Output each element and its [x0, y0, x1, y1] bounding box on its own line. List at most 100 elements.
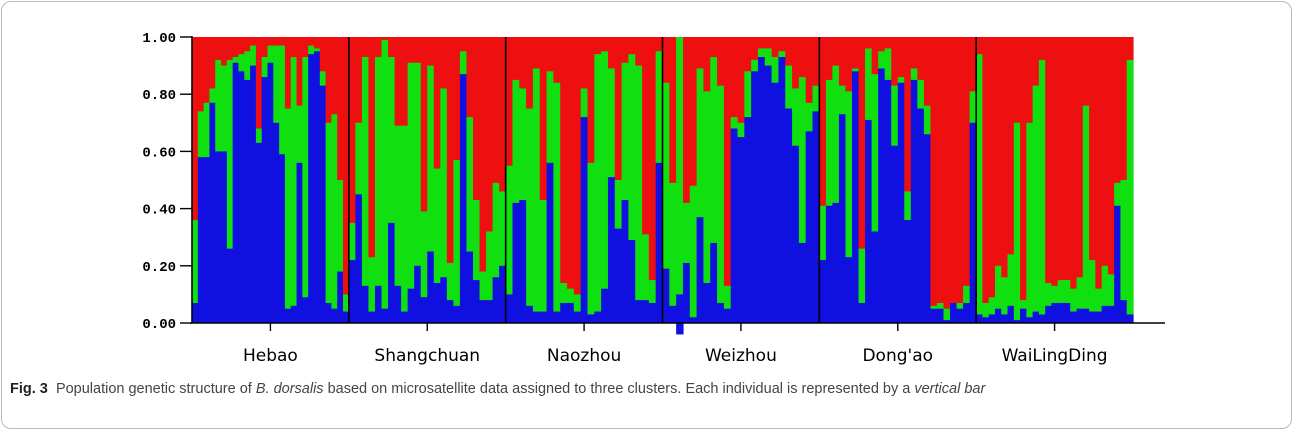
bar-segment-blue [1013, 320, 1021, 323]
bar-segment-blue [401, 311, 409, 323]
bar-segment-blue [884, 79, 892, 324]
bar-segment-blue [812, 111, 820, 323]
bar-segment-blue [567, 302, 575, 323]
bar-segment-red [192, 37, 199, 221]
bar-segment-green [628, 54, 636, 241]
bar-segment-green [730, 117, 739, 130]
bar-segment-red [197, 37, 205, 112]
population-label: Hebao [243, 346, 298, 366]
bar-segment-red [884, 37, 892, 49]
bar-segment-green [744, 71, 752, 118]
bar-segment-green [1076, 277, 1084, 310]
bar-segment-blue [394, 285, 402, 323]
bar-segment-red [302, 37, 309, 58]
bar-segment-red [628, 37, 636, 55]
bar-segment-green [273, 45, 280, 124]
bar-segment-red [1126, 37, 1134, 61]
bar-segment-green [261, 57, 269, 78]
bar-segment-green [1007, 254, 1015, 307]
bar-segment-red [910, 37, 918, 69]
bar-segment-green [1070, 288, 1078, 313]
bar-segment-green [1045, 282, 1053, 307]
population-label: Dong'ao [862, 346, 933, 366]
bar-segment-green [717, 85, 725, 304]
bar-segment-blue [910, 79, 918, 324]
bar-segment-red [337, 37, 344, 181]
bar-segment-red [505, 37, 514, 167]
bar-segment-green [1057, 280, 1065, 304]
bar-segment-blue [655, 162, 664, 323]
bar-segment-blue [923, 134, 932, 323]
bar-segment-blue [560, 302, 568, 323]
bar-segment-blue [499, 265, 507, 323]
bar-segment-blue [492, 277, 500, 323]
caption-text-middle: based on microsatellite data assigned to… [323, 381, 915, 397]
bar-segment-blue [956, 308, 964, 323]
population-dividers [348, 37, 977, 323]
bar-segment-blue [607, 177, 616, 323]
bar-segment-green [778, 51, 786, 58]
bar-segment-green [891, 85, 899, 147]
bar-segment-green [1095, 288, 1103, 313]
bar-segment-red [519, 37, 527, 89]
bar-segment-blue [703, 282, 711, 323]
bar-segment-red [923, 37, 932, 107]
bar-segment-green [526, 108, 534, 307]
bar-segment-blue [459, 74, 468, 324]
bar-segment-blue [1126, 314, 1134, 323]
bar-segment-green [414, 62, 422, 267]
bar-segment-green [486, 231, 494, 301]
bar-segment-red [710, 37, 718, 58]
bar-segment-blue [858, 302, 866, 323]
bar-segment-green [192, 220, 199, 304]
bar-segment-blue [279, 154, 286, 323]
bar-segment-green [420, 211, 428, 298]
bar-segment-red [594, 37, 602, 55]
bar-segment-green [635, 65, 643, 301]
bar-segment-blue [904, 220, 912, 323]
bar-segment-blue [313, 51, 321, 324]
bar-segment-blue [261, 77, 269, 323]
bar-segment-green [203, 102, 211, 158]
bar-segment-green [792, 88, 800, 147]
bar-segment-green [343, 294, 350, 313]
bar-segment-blue [192, 302, 199, 323]
bar-segment-green [737, 122, 745, 138]
bar-segment-green [963, 285, 971, 304]
bar-segment-green [969, 91, 977, 124]
bar-segment-red [573, 37, 582, 295]
bar-segment-red [290, 37, 298, 58]
bar-segment-red [368, 37, 376, 258]
bar-segment-blue [717, 302, 725, 323]
bar-segment-red [904, 37, 912, 192]
bar-segment-blue [757, 57, 766, 324]
bar-segment-green [587, 162, 595, 315]
bar-segment-blue [832, 202, 840, 323]
bar-segment-blue [539, 311, 548, 323]
bar-segment-red [1082, 37, 1090, 107]
bar-segment-red [858, 37, 866, 250]
bar-segment-blue [930, 308, 938, 323]
bar-segment-green [539, 200, 548, 313]
bar-segment-red [355, 37, 363, 124]
bar-segment-green [621, 62, 630, 201]
bar-segment-green [381, 39, 389, 310]
bar-segment-red [969, 37, 977, 92]
bar-segment-green [703, 91, 711, 284]
y-tick-label: 0.40 [142, 203, 176, 219]
bar-segment-red [361, 37, 370, 58]
bar-segment-blue [982, 317, 990, 323]
bar-segment-green [479, 271, 487, 301]
bar-segment-red [1120, 37, 1128, 181]
bar-segment-blue [221, 151, 228, 323]
bar-segment-blue [1032, 311, 1040, 323]
bar-segment-red [852, 37, 860, 69]
bar-segment-red [845, 37, 853, 92]
bar-segment-green [466, 117, 474, 252]
bar-segment-blue [1070, 311, 1078, 323]
bar-segment-blue [669, 305, 677, 323]
bar-segment-green [1051, 285, 1059, 304]
bar-segment-green [394, 125, 402, 287]
bar-segment-red [757, 37, 766, 49]
bar-segment-red [273, 37, 280, 47]
